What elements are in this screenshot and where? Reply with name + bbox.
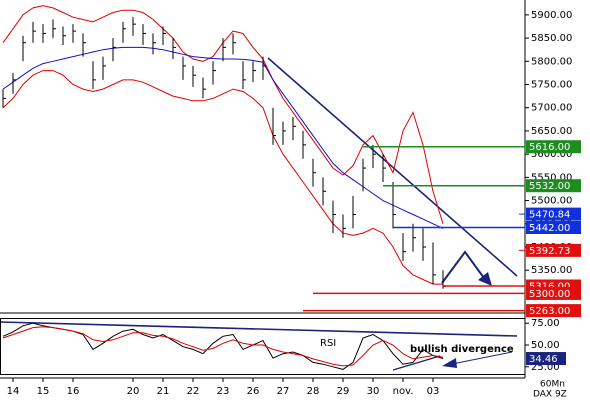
x-tick-label: 16	[67, 386, 80, 397]
y-tick-label: 5500.00	[531, 196, 572, 207]
y-tick-label: 5750.00	[531, 80, 572, 91]
divergence-line	[392, 355, 441, 371]
level-label: 5470.84	[529, 210, 570, 221]
x-tick-label: 26	[247, 386, 260, 397]
x-tick-label: 14	[7, 386, 20, 397]
x-tick-label: 22	[187, 386, 200, 397]
trend-line	[267, 57, 518, 277]
x-tick-label: 29	[337, 386, 350, 397]
y-tick-label: 5550.00	[531, 172, 572, 183]
level-box	[526, 243, 581, 257]
x-tick-label: 23	[217, 386, 230, 397]
arrow-head	[442, 358, 457, 368]
annotation: bullish divergence	[410, 344, 514, 355]
series-line	[2, 326, 444, 367]
x-tick-label: nov.	[393, 386, 414, 397]
timeframe: 60Mn	[540, 380, 565, 390]
level-label: 5300.00	[529, 289, 570, 300]
divergence-arrow	[451, 351, 513, 365]
y-tick-label: 5800.00	[531, 56, 572, 67]
x-tick-label: 28	[307, 386, 320, 397]
panel-border	[0, 318, 526, 375]
symbol: DAX 9Z	[533, 390, 567, 400]
x-tick-label: 20	[127, 386, 140, 397]
level-label: 5263.00	[529, 306, 570, 317]
y-tick-label: 75.00	[531, 318, 560, 329]
level-label: 5392.73	[529, 246, 570, 257]
y-tick-label: 50.00	[531, 340, 560, 351]
rsi-label: RSI	[320, 338, 336, 349]
y-tick-label: 5350.00	[531, 265, 572, 276]
projection-arrow	[441, 250, 485, 284]
series-line	[2, 70, 443, 285]
y-tick-label: 5600.00	[531, 149, 572, 160]
x-tick-label: 15	[37, 386, 50, 397]
level-label: 5616.00	[529, 142, 570, 153]
value-label: 34.46	[529, 354, 558, 365]
level-box	[526, 207, 581, 221]
level-box	[526, 304, 581, 318]
y-tick-label: 5650.00	[531, 126, 572, 137]
level-box	[526, 286, 581, 300]
y-tick-label: 5850.00	[531, 33, 572, 44]
value-box	[526, 352, 566, 366]
x-tick-label: 27	[277, 386, 290, 397]
x-tick-label: 30	[367, 386, 380, 397]
level-box	[526, 179, 581, 193]
level-box	[526, 221, 581, 234]
arrow-head	[478, 272, 492, 286]
y-tick-label: 5700.00	[531, 103, 572, 114]
y-tick-label: 25.00	[531, 362, 560, 373]
rsi-trend-line	[0, 321, 518, 337]
level-label: 5532.00	[529, 181, 570, 192]
x-tick-label: 03	[427, 386, 440, 397]
level-box	[526, 140, 581, 154]
x-tick-label: 21	[157, 386, 170, 397]
level-label: 5442.00	[529, 223, 570, 234]
y-tick-label: 5900.00	[531, 10, 572, 21]
